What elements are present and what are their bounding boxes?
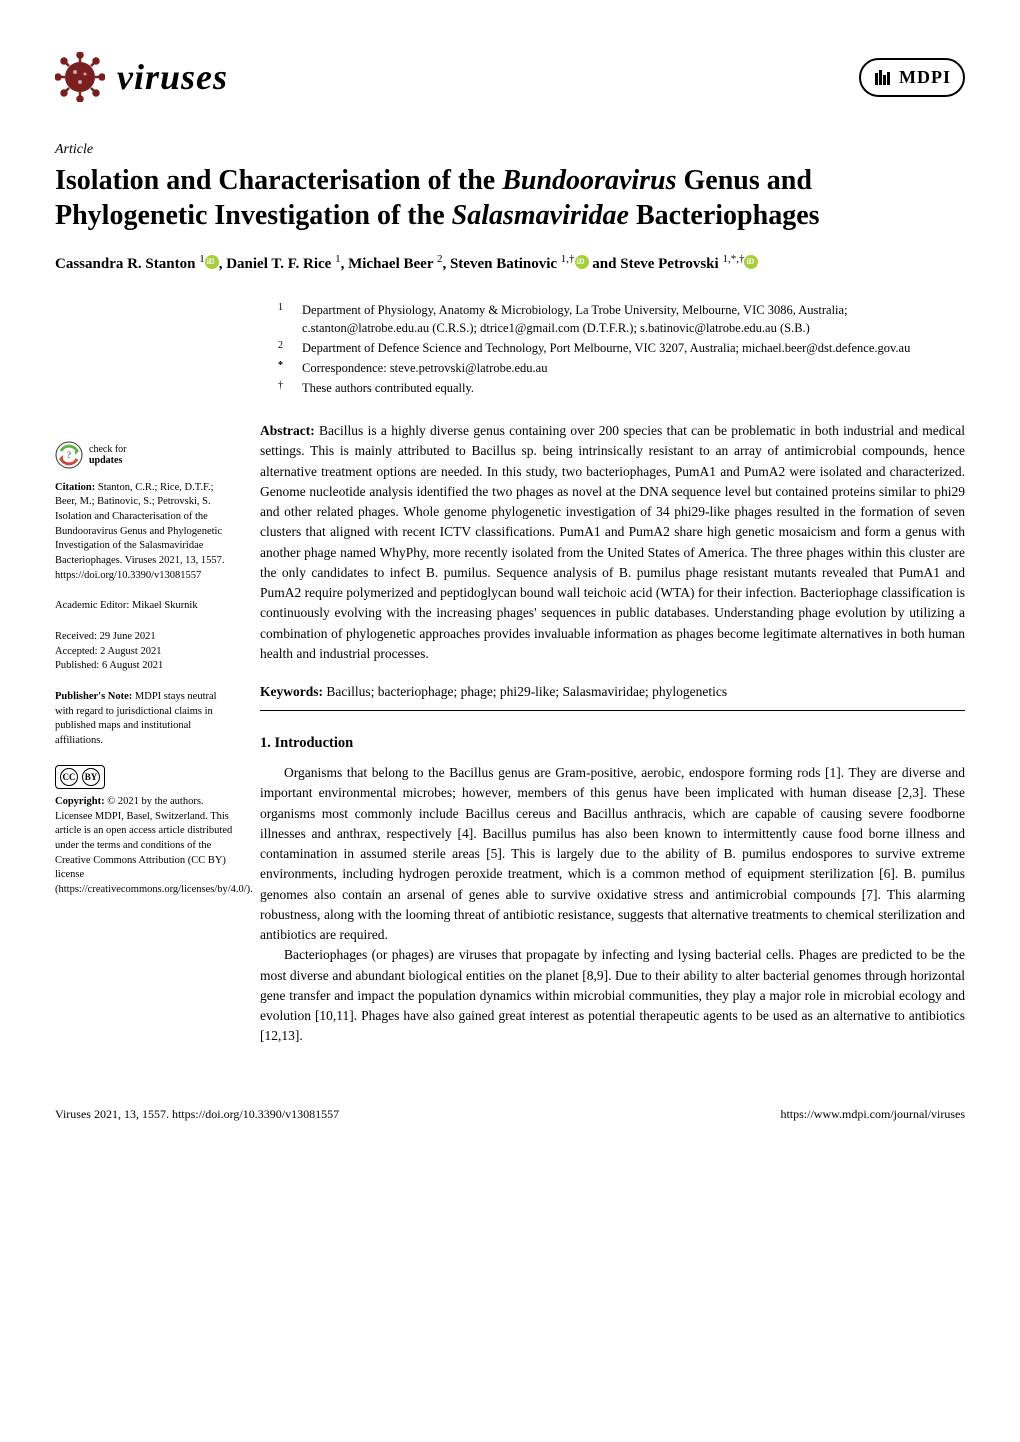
check-updates[interactable]: ? check forupdates xyxy=(55,441,235,469)
cc-by-icon[interactable]: CC BY xyxy=(55,765,105,789)
author-name: Michael Beer xyxy=(348,256,433,272)
mdpi-icon xyxy=(873,67,893,87)
aff-text: Department of Physiology, Anatomy & Micr… xyxy=(302,301,965,337)
main-content: 1 Department of Physiology, Anatomy & Mi… xyxy=(260,301,965,1047)
journal-name: viruses xyxy=(117,50,228,104)
editor-text: Mikael Skurnik xyxy=(129,600,197,611)
sidebar: ? check forupdates Citation: Stanton, C.… xyxy=(55,301,235,1047)
affiliation-row: 2 Department of Defence Science and Tech… xyxy=(278,339,965,357)
footer: Viruses 2021, 13, 1557. https://doi.org/… xyxy=(55,1097,965,1123)
title-genus: Salasmaviridae xyxy=(452,200,629,231)
citation-label: Citation: xyxy=(55,482,95,493)
aff-num: † xyxy=(278,379,288,397)
check-updates-label: check forupdates xyxy=(89,444,126,466)
keywords: Keywords: Bacillus; bacteriophage; phage… xyxy=(260,682,965,702)
editor-block: Academic Editor: Mikael Skurnik xyxy=(55,599,235,614)
aff-num: 1 xyxy=(278,301,288,337)
dates-block: Received: 29 June 2021 Accepted: 2 Augus… xyxy=(55,630,235,674)
article-title: Isolation and Characterisation of the Bu… xyxy=(55,163,965,233)
date-accepted: Accepted: 2 August 2021 xyxy=(55,645,235,660)
check-updates-icon: ? xyxy=(55,441,83,469)
authors-line: Cassandra R. Stanton 1, Daniel T. F. Ric… xyxy=(55,251,965,276)
author-sup: 2 xyxy=(437,253,443,265)
affiliation-row: 1 Department of Physiology, Anatomy & Mi… xyxy=(278,301,965,337)
title-text: Bacteriophages xyxy=(629,200,820,231)
author-name: Steve Petrovski xyxy=(620,256,718,272)
author-sup: 1 xyxy=(335,253,341,265)
publisher-name: MDPI xyxy=(899,64,951,91)
affiliation-row: * Correspondence: steve.petrovski@latrob… xyxy=(278,359,965,377)
publishers-note-block: Publisher's Note: MDPI stays neutral wit… xyxy=(55,690,235,749)
intro-paragraph: Organisms that belong to the Bacillus ge… xyxy=(260,763,965,945)
title-text: Isolation and Characterisation of the xyxy=(55,165,502,196)
aff-text: Correspondence: steve.petrovski@latrobe.… xyxy=(302,359,547,377)
citation-block: Citation: Stanton, C.R.; Rice, D.T.F.; B… xyxy=(55,481,235,584)
author-sup: 1,*,† xyxy=(722,253,744,265)
aff-text: These authors contributed equally. xyxy=(302,379,474,397)
keywords-text: Bacillus; bacteriophage; phage; phi29-li… xyxy=(323,684,727,699)
section-heading: 1. Introduction xyxy=(260,733,965,755)
footer-right[interactable]: https://www.mdpi.com/journal/viruses xyxy=(780,1105,965,1123)
abstract-text: Bacillus is a highly diverse genus conta… xyxy=(260,423,965,661)
author-sup: 1 xyxy=(199,253,205,265)
by-icon: BY xyxy=(82,768,100,786)
journal-logo: viruses xyxy=(55,50,228,104)
abstract-label: Abstract: xyxy=(260,423,315,438)
note-label: Publisher's Note: xyxy=(55,691,132,702)
author-name: Cassandra R. Stanton xyxy=(55,256,195,272)
footer-left: Viruses 2021, 13, 1557. https://doi.org/… xyxy=(55,1105,339,1123)
aff-text: Department of Defence Science and Techno… xyxy=(302,339,910,357)
affiliation-row: † These authors contributed equally. xyxy=(278,379,965,397)
keywords-label: Keywords: xyxy=(260,684,323,699)
orcid-icon[interactable] xyxy=(575,255,589,269)
citation-text: Stanton, C.R.; Rice, D.T.F.; Beer, M.; B… xyxy=(55,482,224,581)
author-name: Daniel T. F. Rice xyxy=(226,256,331,272)
orcid-icon[interactable] xyxy=(744,255,758,269)
publisher-logo: MDPI xyxy=(859,58,965,97)
cc-icon: CC xyxy=(60,768,78,786)
affiliations: 1 Department of Physiology, Anatomy & Mi… xyxy=(260,301,965,398)
date-received: Received: 29 June 2021 xyxy=(55,630,235,645)
intro-body: Organisms that belong to the Bacillus ge… xyxy=(260,763,965,1047)
author-and: and xyxy=(589,256,621,272)
intro-paragraph: Bacteriophages (or phages) are viruses t… xyxy=(260,945,965,1046)
copyright-text: © 2021 by the authors. Licensee MDPI, Ba… xyxy=(55,796,253,895)
virus-icon xyxy=(55,52,105,102)
header: viruses MDPI xyxy=(55,50,965,104)
copyright-label: Copyright: xyxy=(55,796,105,807)
license-block: CC BY Copyright: © 2021 by the authors. … xyxy=(55,765,235,898)
aff-num: 2 xyxy=(278,339,288,357)
title-genus: Bundooravirus xyxy=(502,165,676,196)
date-published: Published: 6 August 2021 xyxy=(55,659,235,674)
author-sup: 1,† xyxy=(561,253,575,265)
article-type: Article xyxy=(55,139,965,160)
orcid-icon[interactable] xyxy=(205,255,219,269)
aff-num: * xyxy=(278,359,288,377)
author-name: Steven Batinovic xyxy=(450,256,557,272)
editor-label: Academic Editor: xyxy=(55,600,129,611)
separator xyxy=(260,710,965,711)
svg-text:?: ? xyxy=(67,450,71,460)
abstract: Abstract: Bacillus is a highly diverse g… xyxy=(260,421,965,664)
